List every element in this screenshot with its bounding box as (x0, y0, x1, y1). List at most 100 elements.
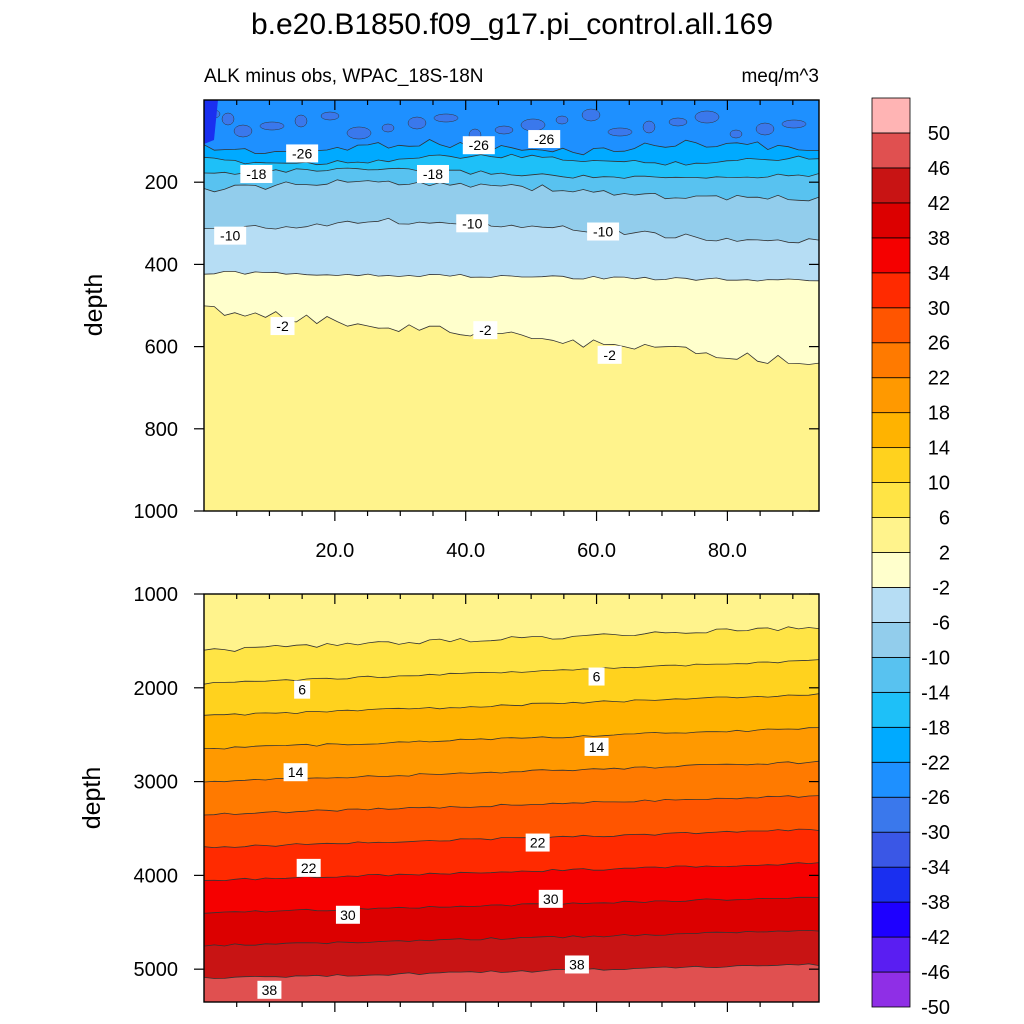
colorbar-label: 30 (928, 298, 950, 320)
upper-surface-cell (781, 119, 807, 129)
colorbar-swatch (871, 167, 911, 204)
colorbar-label: -10 (921, 647, 950, 669)
upper-contour-label-box (214, 226, 247, 245)
upper-contour-label-box (587, 222, 620, 241)
colorbar-swatch (871, 656, 911, 693)
upper-xtick-label: 80.0 (708, 540, 747, 562)
upper-contour-label: -10 (593, 224, 613, 240)
colorbar-swatch (871, 97, 911, 134)
upper-contour-label-box (240, 164, 273, 183)
colorbar-label: 46 (928, 158, 950, 180)
lower-contour-line-3 (204, 727, 819, 750)
colorbar-swatch (871, 796, 911, 833)
colorbar-swatch (871, 587, 911, 623)
colorbar-label: 50 (928, 123, 950, 145)
lower-contour-label-box (257, 980, 282, 999)
colorbar-label: 18 (928, 403, 950, 425)
lower-contour-line-9 (204, 929, 819, 947)
lower-contour-label-box (538, 889, 563, 908)
lower-ytick-label: 4000 (134, 865, 179, 887)
lower-contour-label-box (584, 737, 609, 756)
colorbar-label: 2 (939, 543, 950, 565)
colorbar-swatch (871, 831, 911, 868)
lower-contour-label-box (294, 680, 311, 699)
upper-ytick-label: 600 (145, 337, 178, 359)
lower-contour-line-10 (204, 963, 819, 979)
colorbar-swatch (871, 342, 911, 379)
lower-contour-line-2 (204, 693, 819, 716)
colorbar-label: -34 (921, 857, 950, 879)
lower-contour-label: 30 (340, 907, 356, 923)
upper-contour-panel: -26 -26 -26 -18 -18 -10 -10 -10 -2 -2 -2 200 400 600… (80, 99, 820, 562)
upper-xtick-label: 20.0 (315, 540, 354, 562)
figure-title: b.e20.B1850.f09_g17.pi_control.all.169 (251, 8, 773, 41)
colorbar-label: 42 (928, 193, 950, 215)
colorbar-swatch (871, 237, 911, 274)
colorbar-label: -30 (921, 822, 950, 844)
upper-contour-label-box (462, 136, 495, 155)
upper-surface-cell (520, 118, 546, 132)
upper-surface-cell (494, 125, 514, 135)
upper-surface-cell (668, 117, 688, 127)
upper-surface-cell (729, 129, 743, 139)
upper-surface-cell (381, 123, 395, 133)
upper-ytick-label: 1000 (134, 501, 179, 523)
lower-contour-label: 22 (530, 835, 546, 851)
upper-surface-cell (433, 113, 459, 123)
colorbar-label: 10 (928, 473, 950, 495)
colorbar-label: -18 (921, 717, 950, 739)
upper-surface-cell (607, 127, 633, 137)
lower-plot-frame (203, 593, 820, 1003)
upper-surface-cell (294, 114, 308, 128)
upper-surface-minimum (204, 100, 218, 144)
upper-contour-labels: -26 -26 -26 -18 -18 -10 -10 -10 -2 -2 -2 (214, 130, 622, 364)
lower-contour-line-0 (204, 626, 819, 652)
upper-xtick-label: 60.0 (577, 540, 616, 562)
upper-surface-cell (259, 121, 285, 131)
colorbar-swatch (871, 552, 911, 588)
upper-contour-label: -2 (603, 347, 616, 363)
lower-contour-label: 6 (298, 682, 306, 698)
colorbar-swatch (871, 726, 911, 763)
colorbar-label: -26 (921, 787, 950, 809)
colorbar-label: 38 (928, 228, 950, 250)
colorbar-swatch (871, 691, 911, 728)
upper-contour-label-box (416, 164, 449, 183)
lower-contour-label-box (564, 955, 589, 974)
colorbar: 50 46 42 38 34 30 26 22 18 14 10 6 2 -2 -6 -10 -14 -18 -22… (871, 97, 950, 1019)
upper-contour-fill (204, 100, 819, 511)
lower-contour-label: 6 (593, 669, 601, 685)
upper-contour-label: -2 (479, 322, 492, 338)
colorbar-label: -2 (932, 577, 950, 599)
upper-contour-label: -18 (246, 166, 266, 182)
upper-surface-cell (407, 116, 427, 130)
upper-y-axis-label: depth (80, 274, 108, 337)
lower-y-axis-label: depth (78, 767, 106, 830)
colorbar-label: -42 (921, 927, 950, 949)
upper-ytick-label: 400 (145, 254, 178, 276)
colorbar-label: 14 (928, 438, 950, 460)
colorbar-swatch (871, 761, 911, 798)
upper-contour-line-6 (204, 305, 819, 365)
lower-ytick-label: 5000 (134, 959, 179, 981)
lower-contour-line-6 (204, 828, 819, 849)
upper-contour-label-box (528, 130, 561, 149)
colorbar-label: 34 (928, 263, 950, 285)
upper-axis-ticks: 200 400 600 800 1000 20.0 40.0 60.0 80.0 (134, 100, 819, 562)
lower-contour-label: 22 (301, 860, 317, 876)
lower-contour-label-box (588, 667, 605, 686)
lower-contour-label-box (283, 763, 308, 782)
upper-surface-cell (555, 115, 569, 125)
upper-surface-cell (755, 122, 775, 136)
upper-contour-label: -26 (292, 145, 312, 161)
upper-surface-cell (320, 111, 340, 121)
colorbar-swatch (871, 517, 911, 553)
upper-surface-cell (581, 108, 601, 122)
lower-contour-label: 30 (543, 891, 559, 907)
colorbar-swatch (871, 377, 911, 414)
upper-contour-label-box (270, 317, 295, 336)
upper-surface-cell (346, 126, 372, 140)
upper-contour-line-3 (204, 179, 819, 202)
